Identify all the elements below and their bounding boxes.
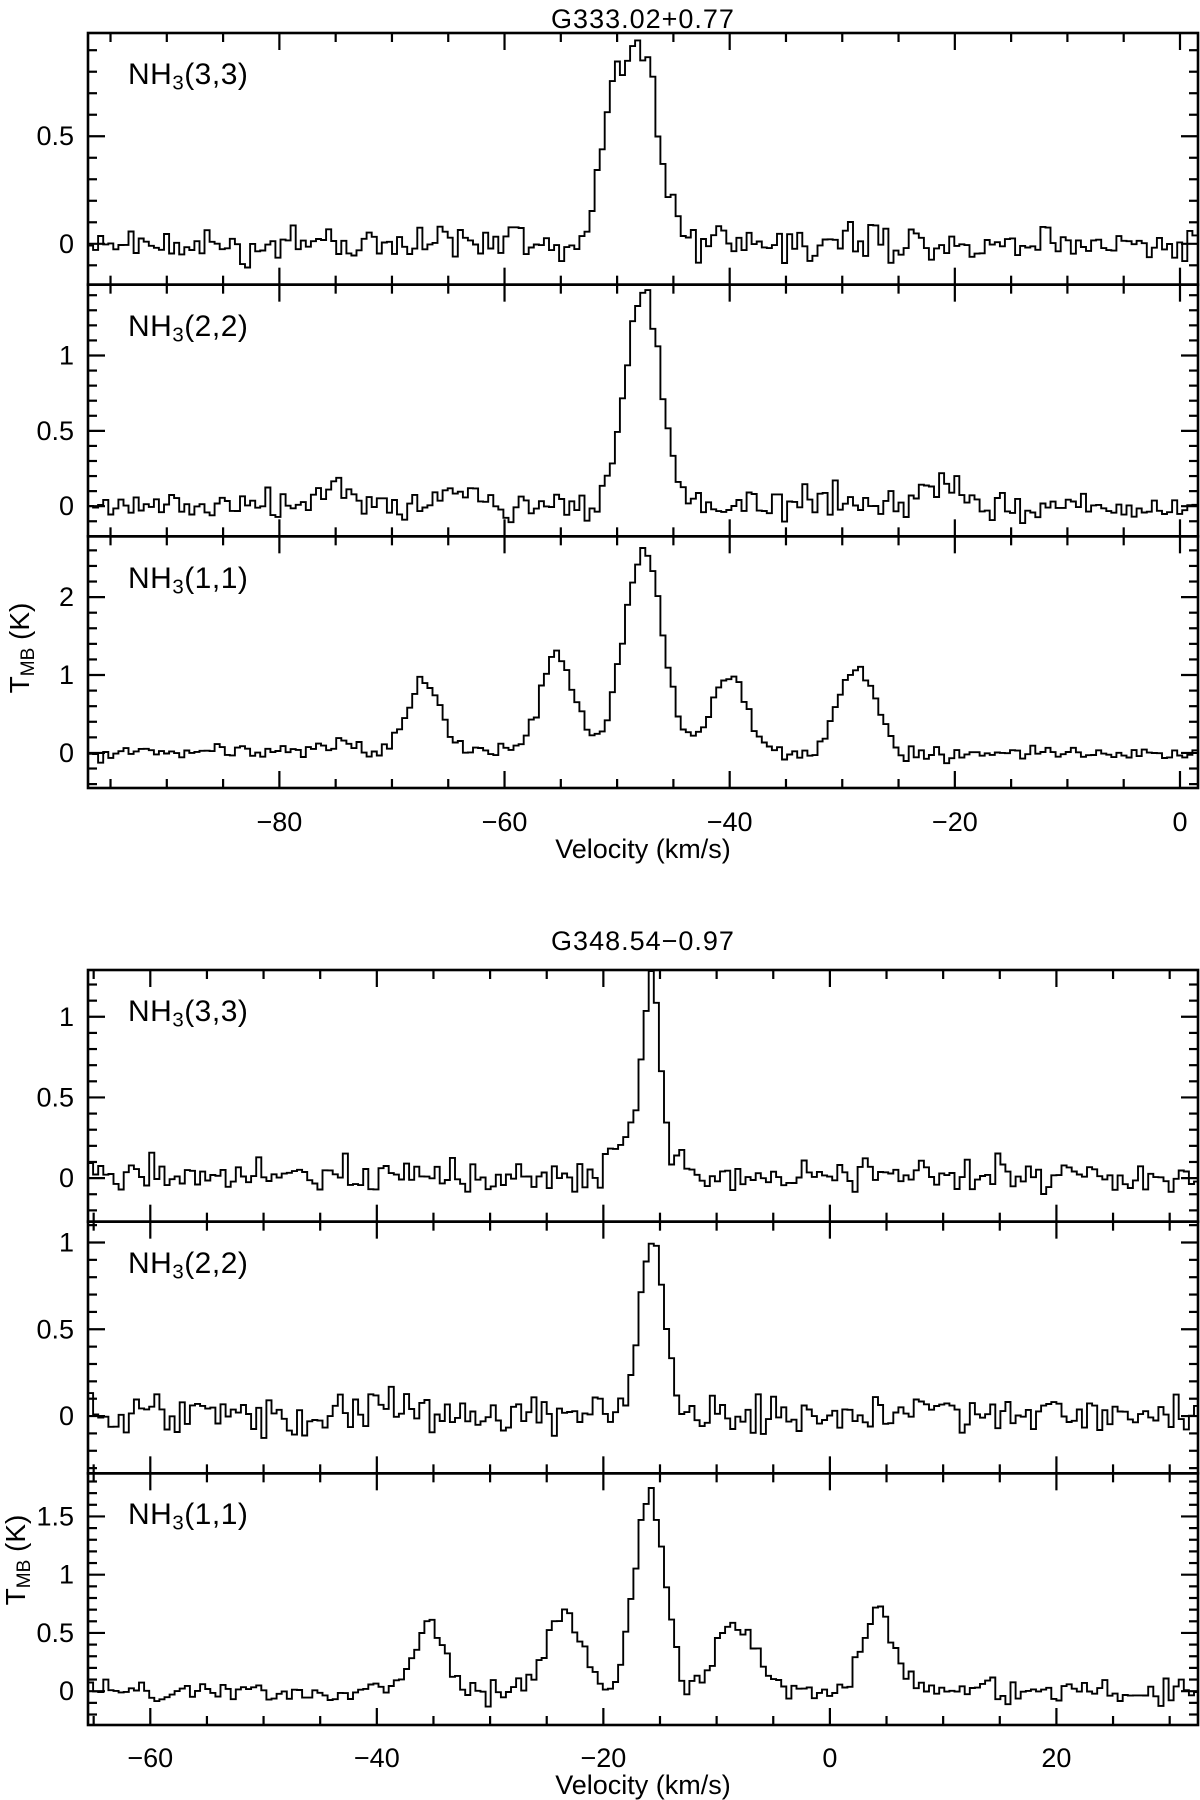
- figure-2-panel-3-spectrum: [88, 1487, 1198, 1708]
- label-subscript: 3: [172, 1009, 185, 1032]
- y-tick-label: 1: [59, 660, 74, 690]
- y-tick-label: 0: [59, 1163, 74, 1193]
- label-text: (2,2): [184, 1247, 249, 1280]
- figure-2-xaxis-label: Velocity (km/s): [555, 1770, 731, 1800]
- figure-2-panel-11-label: NH3(1,1): [128, 1498, 248, 1536]
- y-tick-label: 0: [59, 738, 74, 768]
- tick-marks: [88, 1473, 1198, 1725]
- y-tick-label: 1: [59, 1002, 74, 1032]
- panel-frame: [86, 283, 1200, 538]
- label-subscript: MB: [18, 647, 40, 677]
- x-tick-label: 0: [822, 1743, 837, 1773]
- figure-2-panel-1: 00.51: [36, 968, 1200, 1223]
- figure-1-panel-22-label: NH3(2,2): [128, 310, 248, 348]
- x-tick-label: −60: [127, 1743, 173, 1773]
- figure-2-panel-2-spectrum: [88, 1242, 1198, 1439]
- figure-2-yaxis-label: TMB (K): [0, 1515, 36, 1606]
- label-text: NH: [128, 562, 173, 595]
- label-text: NH: [128, 310, 173, 343]
- figure-2-panel-2: 00.51: [36, 1220, 1200, 1475]
- figure-1-title: G333.02+0.77: [551, 4, 735, 34]
- figure-2-panel-22-label: NH3(2,2): [128, 1247, 248, 1285]
- figure-1-xaxis-label: Velocity (km/s): [555, 834, 731, 864]
- y-tick-label: 0: [59, 1676, 74, 1706]
- label-text: NH: [128, 58, 173, 91]
- label-text: (3,3): [184, 995, 249, 1028]
- x-tick-label: −20: [932, 807, 978, 837]
- label-subscript: 3: [172, 324, 185, 347]
- label-text: NH: [128, 1247, 173, 1280]
- figure-2-title: G348.54−0.97: [551, 926, 735, 956]
- label-text: (K): [0, 1514, 31, 1560]
- figure-1-yaxis-label: TMB (K): [4, 603, 40, 694]
- label-text: (2,2): [184, 310, 249, 343]
- tick-marks: [88, 970, 1198, 1222]
- label-text: T: [3, 676, 35, 694]
- label-text: (K): [3, 602, 35, 648]
- panel-frame: [86, 1472, 1200, 1727]
- label-text: NH: [128, 995, 173, 1028]
- label-subscript: 3: [172, 1512, 185, 1535]
- y-tick-label: 0.5: [36, 121, 74, 151]
- figure-1-plot: 0 0.5 0 0.5 1 0 1 2 −80 −60 −40 −20 0: [36, 31, 1200, 837]
- y-tick-label: 0: [59, 491, 74, 521]
- x-tick-label: 20: [1041, 1743, 1071, 1773]
- y-tick-label: 0.5: [36, 1082, 74, 1112]
- panel-frame: [86, 1220, 1200, 1475]
- figure-1-panel-2-spectrum: [88, 289, 1198, 525]
- figure-1-panel-3-spectrum: [88, 547, 1198, 765]
- tick-marks: [88, 536, 1198, 788]
- tick-marks: [88, 33, 1198, 285]
- y-tick-label: 1: [59, 340, 74, 370]
- y-tick-label: 1: [59, 1560, 74, 1590]
- tick-marks: [88, 1221, 1198, 1474]
- y-tick-label: 0.5: [36, 416, 74, 446]
- x-tick-label: −40: [354, 1743, 400, 1773]
- figure-1-panel-33-label: NH3(3,3): [128, 58, 248, 96]
- label-text: (1,1): [184, 1498, 249, 1531]
- label-text: (1,1): [184, 562, 249, 595]
- figure-1-panel-3: 0 1 2 −80 −60 −40 −20 0: [59, 535, 1200, 837]
- figure-1-panel-11-label: NH3(1,1): [128, 562, 248, 600]
- label-subscript: 3: [172, 576, 185, 599]
- y-tick-label: 0.5: [36, 1618, 74, 1648]
- x-tick-label: −20: [580, 1743, 626, 1773]
- y-tick-label: 1.5: [36, 1501, 74, 1531]
- panel-frame: [86, 535, 1200, 790]
- label-subscript: 3: [172, 72, 185, 95]
- y-tick-label: 0.5: [36, 1314, 74, 1344]
- y-tick-label: 1: [59, 1227, 74, 1257]
- figure-1-panel-1-spectrum: [88, 39, 1198, 269]
- x-tick-label: −80: [256, 807, 302, 837]
- label-text: T: [0, 1588, 31, 1606]
- tick-marks: [88, 284, 1198, 538]
- y-tick-label: 0: [59, 1401, 74, 1431]
- panel-frame: [86, 968, 1200, 1223]
- label-text: NH: [128, 1498, 173, 1531]
- label-subscript: 3: [172, 1261, 185, 1284]
- figure-2-panel-1-spectrum: [88, 970, 1198, 1195]
- x-tick-label: −40: [707, 807, 753, 837]
- y-tick-label: 0: [59, 229, 74, 259]
- figure-2-panel-3: 0 0.5 1 1.5 −60 −40 −20 0 20: [36, 1472, 1200, 1773]
- label-text: (3,3): [184, 58, 249, 91]
- label-subscript: MB: [14, 1559, 36, 1589]
- y-tick-label: 2: [59, 582, 74, 612]
- x-tick-label: −60: [482, 807, 528, 837]
- figure-2-panel-33-label: NH3(3,3): [128, 995, 248, 1033]
- x-tick-label: 0: [1172, 807, 1187, 837]
